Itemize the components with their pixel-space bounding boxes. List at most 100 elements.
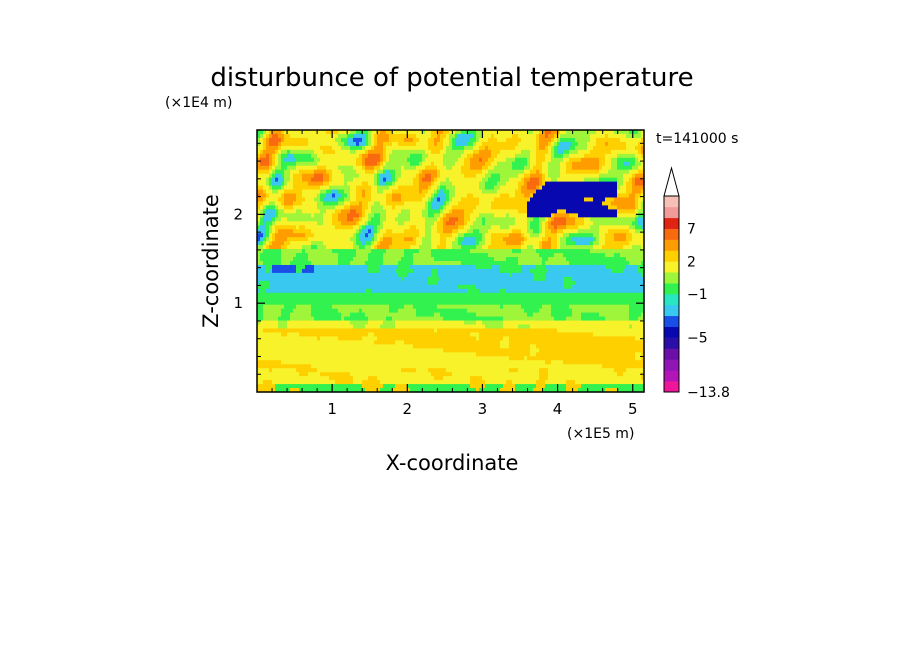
contour-cell bbox=[446, 149, 465, 155]
contour-cell bbox=[326, 189, 333, 195]
contour-cell bbox=[443, 137, 450, 143]
contour-cell bbox=[308, 257, 339, 262]
contour-cell bbox=[257, 145, 264, 151]
contour-cell bbox=[320, 189, 327, 195]
contour-cell bbox=[446, 185, 456, 191]
contour-cell bbox=[302, 193, 318, 199]
time-label: t=141000 s bbox=[656, 131, 738, 147]
contour-cell bbox=[416, 241, 423, 246]
contour-cell bbox=[542, 185, 618, 191]
contour-cell bbox=[470, 380, 486, 385]
contour-cell bbox=[386, 249, 405, 254]
contour-cell bbox=[515, 189, 522, 195]
contour-cell bbox=[605, 316, 630, 322]
contour-cell bbox=[326, 165, 339, 171]
contour-cell bbox=[491, 149, 501, 155]
contour-cell bbox=[287, 320, 351, 326]
contour-cell bbox=[323, 213, 333, 218]
contour-cell bbox=[374, 181, 378, 187]
contour-cell bbox=[392, 189, 420, 195]
contour-cell bbox=[329, 177, 333, 183]
contour-cell bbox=[377, 241, 381, 246]
contour-cell bbox=[539, 130, 543, 135]
contour-cell bbox=[272, 368, 297, 373]
contour-cell bbox=[632, 189, 642, 195]
contour-cell bbox=[476, 205, 492, 210]
contour-cell bbox=[485, 324, 504, 330]
contour-cell bbox=[500, 288, 507, 294]
contour-cell bbox=[287, 153, 294, 159]
contour-cell bbox=[542, 165, 549, 171]
contour-cell bbox=[524, 193, 531, 199]
contour-cell bbox=[338, 141, 345, 147]
contour-cell bbox=[488, 165, 495, 171]
x-tick-label: 2 bbox=[403, 400, 413, 418]
contour-cell bbox=[476, 284, 564, 290]
contour-cell bbox=[362, 205, 369, 210]
contour-cell bbox=[380, 264, 399, 270]
contour-cell bbox=[377, 245, 390, 250]
contour-cell bbox=[530, 268, 549, 274]
contour-cell bbox=[464, 221, 468, 226]
contour-cell bbox=[278, 145, 282, 151]
contour-cell bbox=[257, 364, 312, 369]
contour-cell bbox=[428, 137, 435, 143]
contour-cell bbox=[485, 221, 516, 226]
contour-cell bbox=[356, 253, 369, 258]
contour-cell bbox=[368, 221, 381, 226]
contour-cell bbox=[464, 237, 477, 242]
contour-cell bbox=[263, 137, 267, 143]
contour-cell bbox=[545, 173, 549, 179]
contour-cell bbox=[392, 229, 405, 234]
contour-cell bbox=[272, 229, 276, 234]
contour-cell bbox=[353, 137, 363, 143]
contour-cell bbox=[494, 257, 507, 262]
contour-cell bbox=[374, 233, 378, 238]
contour-cell bbox=[476, 312, 528, 318]
contour-cell bbox=[401, 173, 417, 179]
contour-cell bbox=[344, 201, 351, 207]
contour-cell bbox=[356, 233, 360, 238]
contour-cell bbox=[539, 145, 546, 151]
contour-cell bbox=[320, 209, 327, 214]
contour-cell bbox=[377, 161, 381, 167]
contour-cell bbox=[272, 173, 276, 179]
contour-cell bbox=[386, 161, 411, 167]
contour-cell bbox=[407, 157, 423, 163]
contour-cell bbox=[293, 257, 309, 262]
contour-cell bbox=[500, 193, 510, 199]
contour-cell bbox=[566, 384, 582, 389]
contour-cell bbox=[545, 380, 567, 385]
contour-cell bbox=[542, 221, 546, 226]
contour-cell bbox=[374, 225, 378, 230]
contour-cell bbox=[398, 185, 420, 191]
contour-cell bbox=[305, 249, 333, 254]
contour-cell bbox=[311, 241, 324, 246]
contour-cell bbox=[281, 257, 294, 262]
contour-cell bbox=[527, 201, 603, 207]
contour-cell bbox=[566, 225, 579, 230]
contour-cell bbox=[350, 201, 360, 207]
contour-cell bbox=[638, 209, 645, 214]
contour-cell bbox=[404, 221, 426, 226]
contour-cell bbox=[566, 316, 582, 322]
contour-cell bbox=[620, 253, 645, 258]
contour-cell bbox=[512, 380, 537, 385]
contour-cell bbox=[416, 225, 426, 230]
contour-cell bbox=[452, 181, 480, 187]
contour-cell bbox=[590, 249, 645, 254]
contour-cell bbox=[575, 217, 585, 222]
contour-cell bbox=[314, 169, 327, 175]
contour-cell bbox=[584, 177, 600, 183]
x-axis-label: X-coordinate bbox=[386, 451, 519, 475]
contour-cell bbox=[374, 137, 378, 143]
contour-cell bbox=[536, 145, 540, 151]
contour-cell bbox=[461, 130, 477, 135]
x-unit-label: (×1E5 m) bbox=[567, 426, 634, 442]
contour-cell bbox=[317, 161, 357, 167]
contour-cell bbox=[305, 225, 336, 230]
contour-cell bbox=[545, 272, 642, 278]
contour-cell bbox=[545, 225, 549, 230]
contour-cell bbox=[542, 229, 546, 234]
contour-cell bbox=[605, 237, 615, 242]
